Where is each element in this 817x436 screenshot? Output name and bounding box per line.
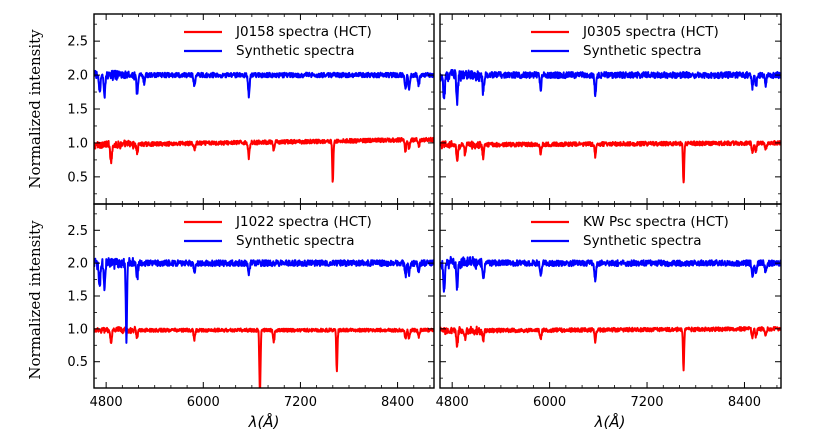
legend-label: Synthetic spectra [236, 233, 354, 249]
y-tick-label: 1.5 [67, 103, 88, 118]
y-tick-label: 1.5 [67, 290, 88, 305]
y-tick-label: 2.0 [67, 257, 88, 272]
legend-label: J0305 spectra (HCT) [582, 24, 719, 40]
x-tick-label: 6000 [533, 395, 566, 410]
y-tick-label: 0.5 [67, 170, 88, 185]
x-tick-label: 4800 [436, 395, 469, 410]
x-tick-label: 8400 [728, 395, 761, 410]
y-tick-label: 2.5 [67, 35, 88, 50]
series-line-synthetic [440, 69, 781, 106]
legend-label: J0158 spectra (HCT) [235, 24, 372, 40]
y-tick-label: 0.5 [67, 355, 88, 370]
x-tick-label: 8400 [381, 395, 414, 410]
ylabel-bottom: Normalized intensity [26, 220, 44, 380]
y-tick-label: 1.0 [67, 136, 88, 151]
ylabel-top: Normalized intensity [26, 29, 44, 189]
x-tick-label: 4800 [90, 395, 123, 410]
y-tick-label: 2.0 [67, 69, 88, 84]
x-tick-label: 7200 [630, 395, 663, 410]
plot-frame [439, 203, 782, 389]
plot-frame [93, 203, 435, 389]
legend-label: Synthetic spectra [583, 233, 701, 249]
panel-top-left: 0.5 1.0 1.5 2.0 2.5 J0158 spectra (HCT) Synthe… [67, 13, 435, 205]
series-line-synthetic [94, 69, 434, 99]
y-tick-label: 2.5 [67, 224, 88, 239]
legend-label: J1022 spectra (HCT) [235, 214, 372, 230]
legend-label: Synthetic spectra [236, 43, 354, 59]
series-line-synthetic [94, 257, 434, 344]
xlabel-left: λ(Å) [248, 412, 280, 431]
series-line-observed [94, 136, 434, 183]
series-line-observed [94, 325, 434, 388]
series-line-observed [440, 325, 781, 372]
panel-bottom-right: 4800 6000 7200 8400 KW Psc spectra (HCT) Synt… [436, 203, 782, 410]
series-line-synthetic [440, 255, 781, 293]
panel-top-right: J0305 spectra (HCT) Synthetic spectra [439, 13, 782, 205]
x-tick-label: 7200 [284, 395, 317, 410]
legend-label: Synthetic spectra [583, 43, 701, 59]
panel-bottom-left: 4800 6000 7200 8400 0.5 1.0 1.5 2.0 2.5 J1022 spe… [67, 203, 435, 410]
legend-label: KW Psc spectra (HCT) [583, 214, 729, 230]
y-tick-label: 1.0 [67, 322, 88, 337]
x-tick-label: 6000 [187, 395, 220, 410]
series-line-observed [440, 140, 781, 184]
xlabel-right: λ(Å) [594, 412, 626, 431]
